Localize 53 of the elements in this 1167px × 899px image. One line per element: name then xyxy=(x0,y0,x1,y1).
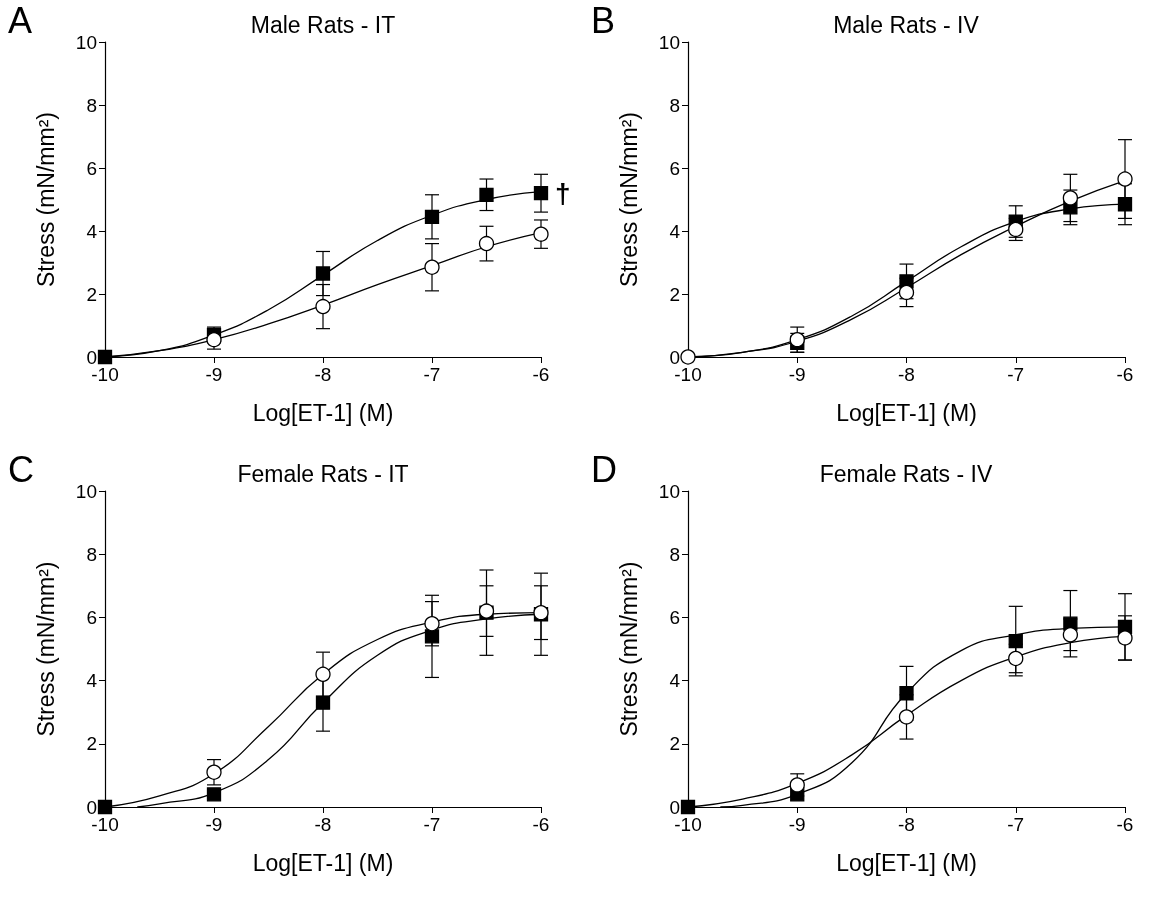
y-tick-label: 10 xyxy=(658,480,680,502)
chart-title: Female Rats - IT xyxy=(237,460,409,487)
text: D xyxy=(591,448,617,490)
x-tick-label: -7 xyxy=(423,364,441,385)
x-tick-label: -9 xyxy=(788,364,806,385)
y-tick-label: 4 xyxy=(669,220,681,242)
y-tick-label: 6 xyxy=(669,157,680,179)
y-axis-title: Stress (mN/mm²) xyxy=(615,561,642,737)
x-tick-label: -8 xyxy=(314,364,332,385)
text: C xyxy=(8,448,34,490)
x-tick-label: -8 xyxy=(898,814,915,835)
y-tick-label: 4 xyxy=(86,220,98,242)
text: A xyxy=(8,0,33,41)
x-tick-label: -7 xyxy=(1007,364,1025,385)
x-tick-label: -8 xyxy=(898,364,915,385)
y-axis-title: Stress (mN/mm²) xyxy=(32,561,59,737)
x-tick-label: -7 xyxy=(423,814,441,835)
x-tick-label: -9 xyxy=(788,814,806,835)
x-tick-label: -7 xyxy=(1007,814,1025,835)
y-tick-label: 4 xyxy=(86,670,98,692)
annotation: † xyxy=(555,177,571,209)
text: B xyxy=(591,0,616,41)
y-tick-label: 4 xyxy=(669,670,681,692)
chart-title: Male Rats - IV xyxy=(833,11,980,38)
y-tick-label: 2 xyxy=(86,283,97,305)
y-tick-label: 6 xyxy=(669,606,680,628)
x-tick-label: -9 xyxy=(205,364,223,385)
y-axis-title: Stress (mN/mm²) xyxy=(615,111,642,288)
y-tick-label: 6 xyxy=(86,606,97,628)
y-tick-label: 10 xyxy=(658,31,680,53)
y-tick-label: 10 xyxy=(75,480,97,502)
y-tick-label: 2 xyxy=(669,733,680,755)
y-tick-label: 8 xyxy=(86,543,97,565)
y-tick-label: 2 xyxy=(669,283,680,305)
y-tick-label: 8 xyxy=(86,94,97,116)
x-tick-label: -6 xyxy=(532,814,550,835)
x-tick-label: -6 xyxy=(1116,364,1134,385)
chart-title: Male Rats - IT xyxy=(250,11,396,38)
x-axis-title: Log[ET-1] (M) xyxy=(252,849,394,876)
x-tick-label: -8 xyxy=(314,814,332,835)
y-tick-label: 6 xyxy=(86,157,97,179)
x-axis-title: Log[ET-1] (M) xyxy=(836,849,977,876)
y-tick-label: 10 xyxy=(75,31,97,53)
x-axis-title: Log[ET-1] (M) xyxy=(836,399,977,426)
y-tick-label: 8 xyxy=(669,94,680,116)
chart-title: Female Rats - IV xyxy=(819,460,993,487)
x-tick-label: -9 xyxy=(205,814,223,835)
y-tick-label: 2 xyxy=(86,733,97,755)
x-axis-title: Log[ET-1] (M) xyxy=(252,399,394,426)
x-tick-label: -6 xyxy=(532,364,550,385)
y-axis-title: Stress (mN/mm²) xyxy=(32,111,59,288)
x-tick-label: -6 xyxy=(1116,814,1134,835)
y-tick-label: 8 xyxy=(669,543,680,565)
